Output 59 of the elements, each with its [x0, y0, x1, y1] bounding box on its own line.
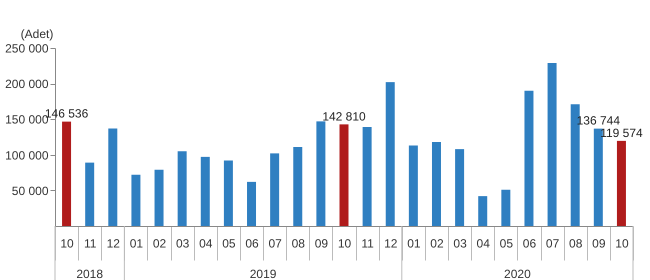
bar — [270, 153, 280, 226]
x-tick-label: 01 — [407, 236, 421, 250]
bar — [478, 196, 488, 226]
bar — [524, 90, 534, 226]
x-tick-label: 09 — [314, 236, 328, 250]
x-tick-label: 04 — [199, 236, 213, 250]
x-tick-label: 03 — [176, 236, 190, 250]
x-tick-label: 08 — [292, 236, 306, 250]
bar — [224, 160, 233, 226]
x-tick-label: 07 — [546, 236, 560, 250]
bar — [362, 127, 372, 226]
bar — [247, 182, 256, 226]
x-tick-label: 12 — [106, 236, 120, 250]
x-tick-label: 01 — [130, 236, 144, 250]
x-tick-label: 05 — [222, 236, 236, 250]
y-tick-label: 100 000 — [5, 148, 49, 162]
bar — [316, 121, 326, 226]
bar — [340, 124, 348, 226]
x-tick-label: 04 — [476, 236, 490, 250]
x-tick-label: 06 — [522, 236, 536, 250]
x-tick-label: 05 — [500, 236, 514, 250]
x-tick-label: 06 — [245, 236, 260, 250]
text: 2019 — [250, 267, 277, 280]
bar — [108, 128, 118, 226]
bar — [293, 146, 302, 226]
x-tick-label: 11 — [84, 236, 97, 250]
text: 2018 — [76, 267, 104, 280]
y-tick-label: 250 000 — [5, 42, 49, 56]
bar — [501, 190, 510, 226]
x-tick-label: 07 — [268, 236, 282, 250]
x-tick-label: 03 — [453, 236, 468, 250]
bar — [455, 149, 464, 226]
x-tick-label: 12 — [384, 236, 398, 250]
x-tick-label: 02 — [430, 236, 444, 250]
bar — [408, 146, 418, 226]
bar — [154, 170, 164, 226]
bar — [200, 156, 210, 226]
x-tick-label: 02 — [152, 236, 167, 250]
bar — [178, 151, 187, 226]
bar — [386, 82, 395, 226]
bar — [62, 122, 72, 226]
text: 2020 — [504, 267, 532, 280]
x-tick-label: 11 — [361, 236, 374, 250]
bar — [594, 128, 603, 226]
x-tick-label: 09 — [592, 236, 606, 250]
data-label: 142 810 — [322, 109, 366, 124]
bar — [85, 162, 94, 226]
x-tick-label: 10 — [338, 236, 352, 250]
bar — [131, 174, 140, 226]
x-tick-label: 08 — [569, 236, 583, 250]
y-tick-label: 200 000 — [5, 77, 49, 92]
y-tick-label: 50 000 — [12, 184, 49, 198]
y-tick-label: 150 000 — [5, 112, 49, 127]
bar — [432, 142, 441, 226]
bar — [616, 140, 626, 226]
bar — [548, 62, 557, 226]
x-tick-label: 10 — [60, 236, 74, 250]
x-tick-label: 10 — [615, 236, 629, 250]
y-axis-title: (Adet) — [20, 27, 54, 41]
